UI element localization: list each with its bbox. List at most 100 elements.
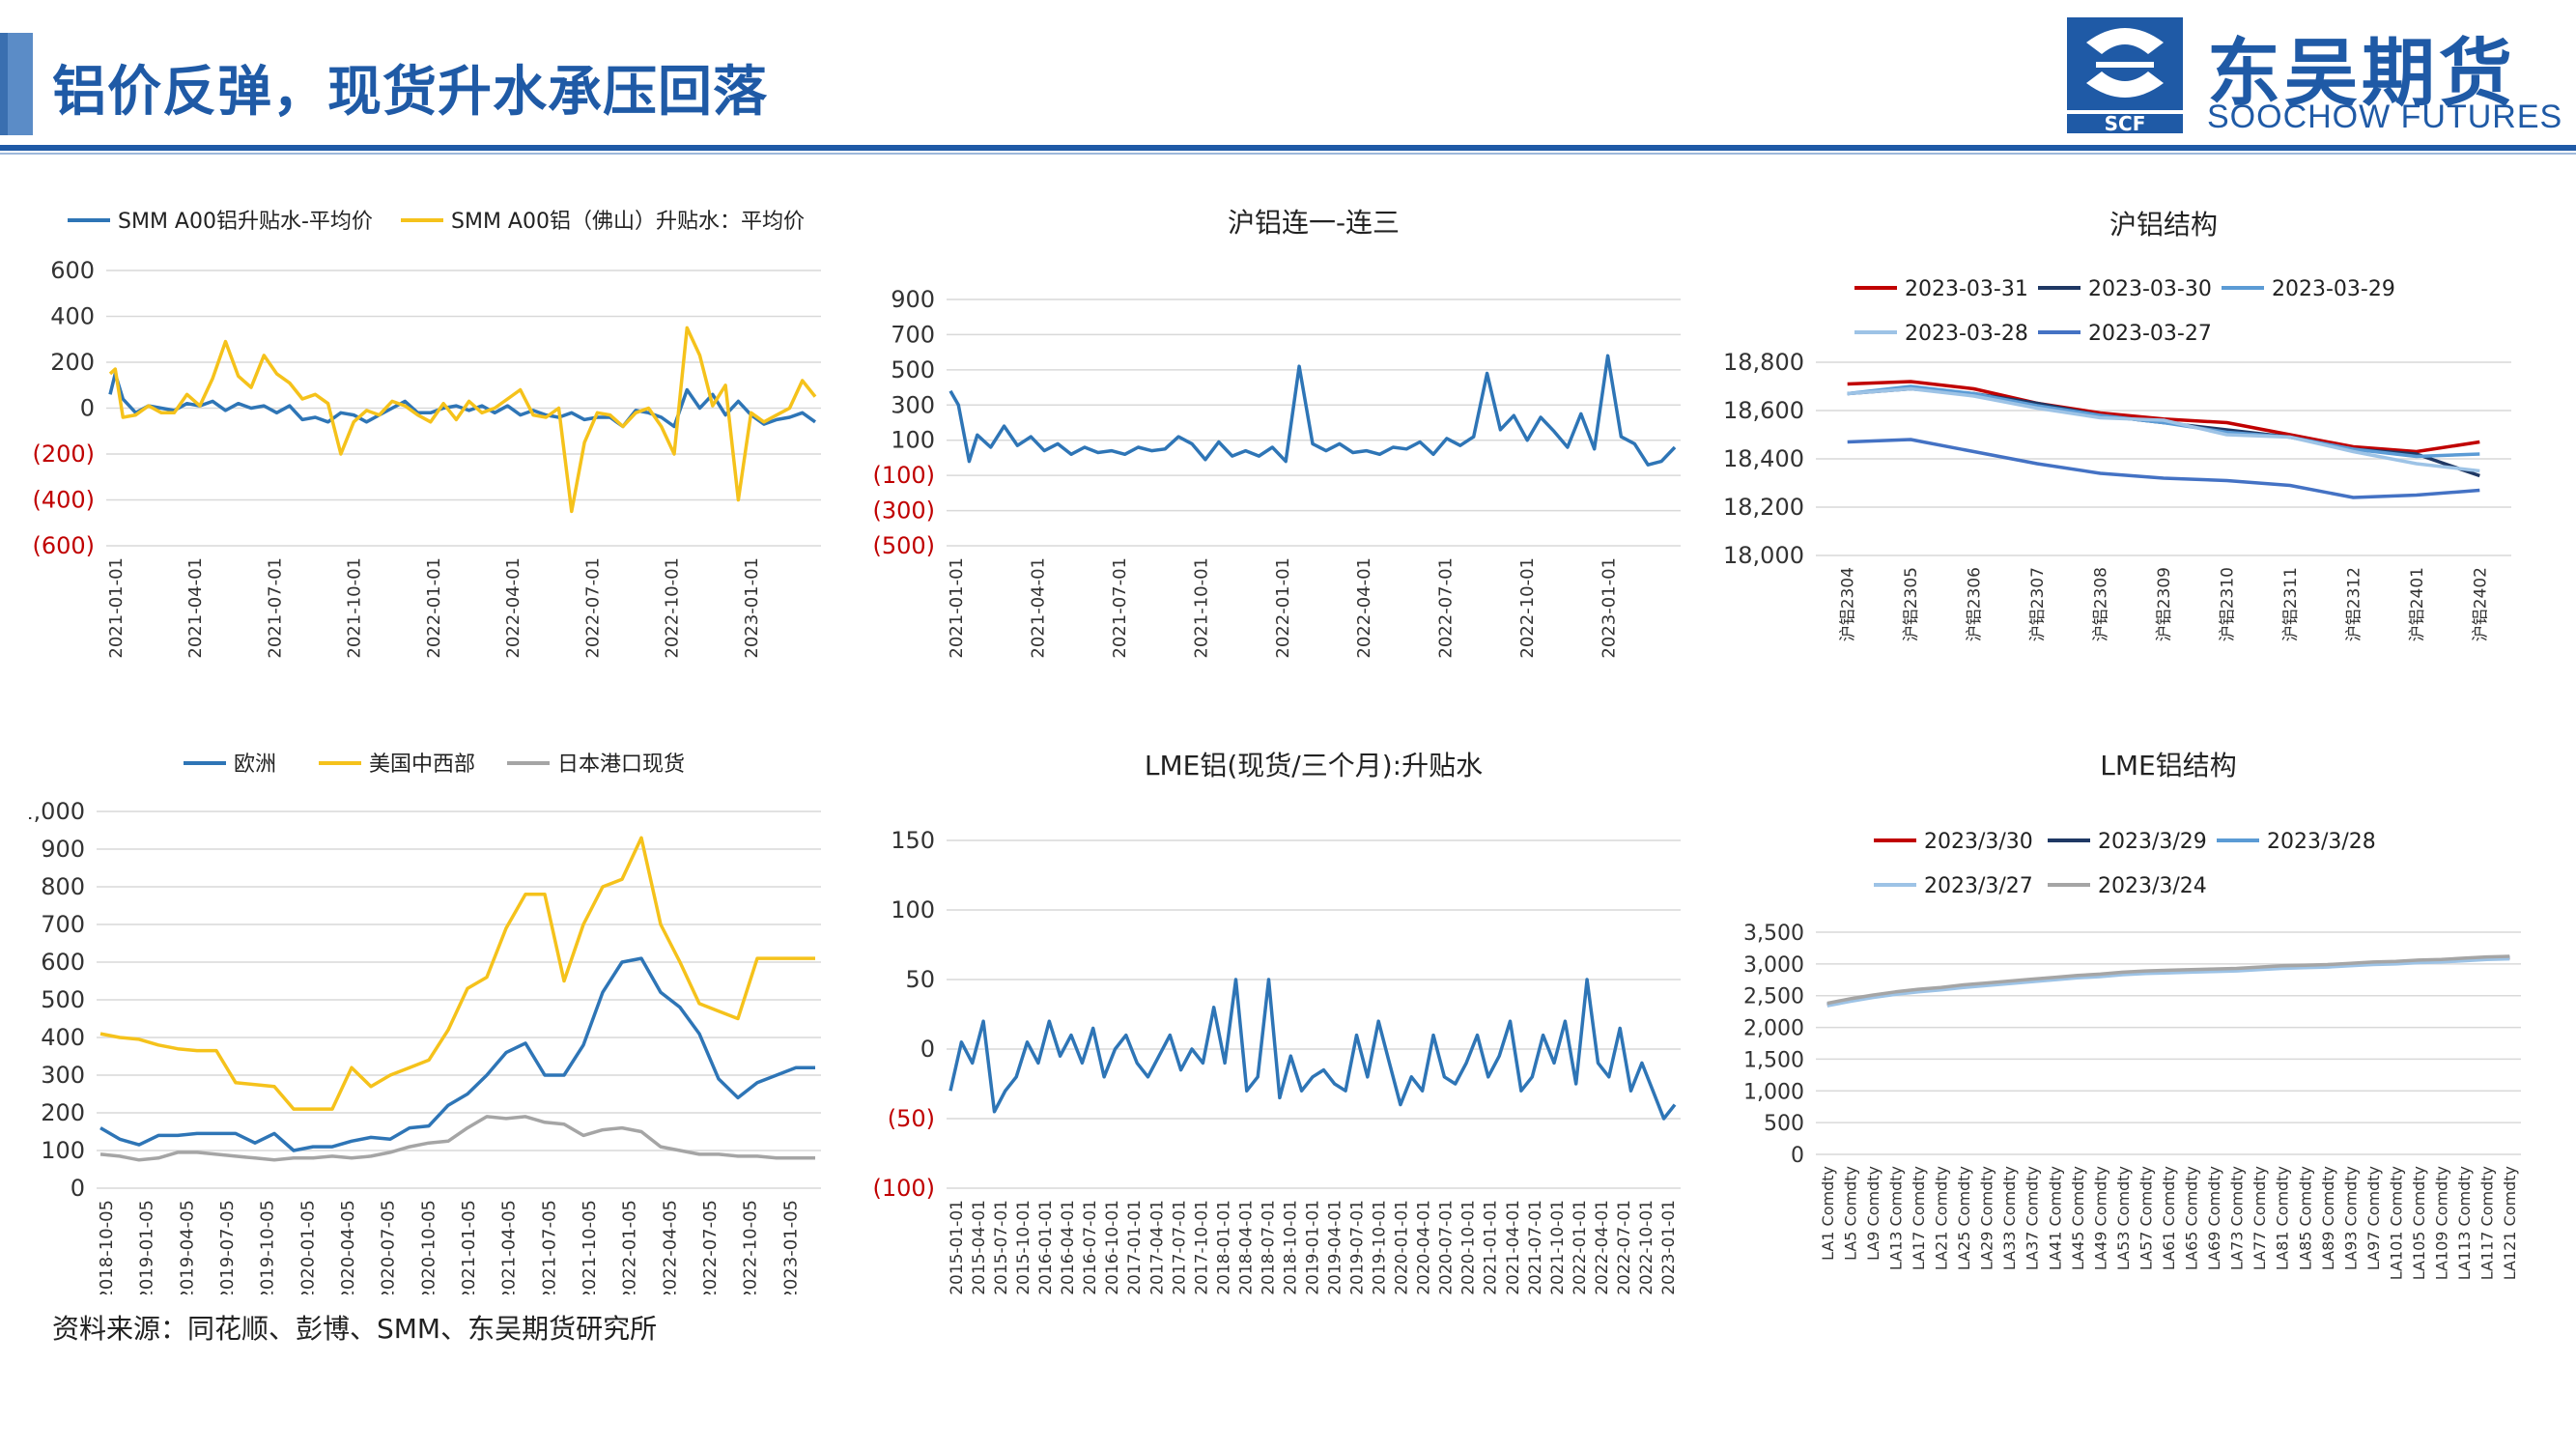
x-tick-label: 2016-07-01: [1081, 1200, 1100, 1294]
x-tick-label: 2022-10-05: [741, 1200, 761, 1294]
series-line: [1847, 384, 2480, 459]
y-tick-label: 300: [891, 391, 935, 418]
x-tick-label: 2021-01-01: [1482, 1200, 1501, 1294]
y-tick-label: 700: [891, 321, 935, 348]
x-tick-label: LA89 Comdty: [2319, 1166, 2337, 1270]
x-tick-label: 2020-01-01: [1393, 1200, 1412, 1294]
y-tick-label: 100: [41, 1137, 85, 1164]
legend-label: 2023-03-31: [1905, 277, 2028, 301]
legend-label: 2023/3/30: [1924, 830, 2033, 854]
x-tick-label: LA81 Comdty: [2274, 1166, 2292, 1270]
y-tick-label: 900: [41, 836, 85, 863]
x-tick-label: 2022-10-01: [1517, 557, 1538, 659]
x-tick-label: LA21 Comdty: [1933, 1166, 1951, 1270]
x-tick-label: 2017-07-01: [1170, 1200, 1189, 1294]
x-tick-label: 2016-04-01: [1059, 1200, 1078, 1294]
y-tick-label: 1,000: [29, 798, 85, 825]
x-tick-label: 2020-10-05: [418, 1200, 439, 1294]
y-tick-label: 300: [41, 1062, 85, 1089]
y-tick-label: 200: [41, 1099, 85, 1126]
x-tick-label: 2022-07-05: [700, 1200, 721, 1294]
x-tick-label: 2022-01-01: [1571, 1200, 1590, 1294]
x-tick-label: LA9 Comdty: [1864, 1166, 1882, 1261]
x-tick-label: LA17 Comdty: [1910, 1166, 1928, 1270]
y-tick-label: (300): [872, 497, 935, 525]
legend-label: 欧洲: [234, 753, 276, 777]
x-tick-label: 2022-04-05: [660, 1200, 680, 1294]
legend-label: SMM A00铝（佛山）升贴水：平均价: [451, 210, 805, 234]
chart-shfe-spread: 沪铝连一-连三 900 700 500 300 100 (100) (300) (500) 202…: [872, 207, 1681, 659]
series-line: [99, 836, 815, 1111]
x-tick-label: 2023-01-01: [1659, 1200, 1679, 1294]
x-tick-label: 2019-04-05: [177, 1200, 197, 1294]
y-tick-label: (100): [872, 462, 935, 489]
x-tick-label: LA109 Comdty: [2433, 1166, 2451, 1280]
y-tick-label: 900: [891, 286, 935, 313]
x-tick-label: 2023-01-01: [742, 557, 762, 659]
chart-title: 沪铝结构: [2109, 209, 2218, 241]
x-tick-label: 沪铝2309: [2155, 567, 2174, 641]
y-tick-label: 600: [50, 257, 95, 284]
y-tick-label: 18,200: [1723, 494, 1804, 521]
y-tick-label: 100: [891, 427, 935, 454]
x-tick-label: LA37 Comdty: [2024, 1166, 2042, 1270]
legend-label: 2023/3/24: [2098, 874, 2207, 898]
x-tick-label: 2022-07-01: [1615, 1200, 1634, 1294]
x-tick-label: LA65 Comdty: [2183, 1166, 2201, 1270]
legend-label: SMM A00铝升贴水-平均价: [118, 210, 373, 234]
x-tick-label: LA121 Comdty: [2501, 1166, 2519, 1280]
y-tick-label: 3,000: [1743, 953, 1804, 978]
x-tick-label: 2016-01-01: [1036, 1200, 1056, 1294]
y-tick-label: 400: [41, 1024, 85, 1051]
x-tick-label: LA73 Comdty: [2228, 1166, 2247, 1270]
x-tick-label: 2021-07-05: [539, 1200, 559, 1294]
y-tick-label: 18,800: [1723, 349, 1804, 376]
x-tick-label: 2022-01-01: [424, 557, 444, 659]
x-tick-label: 2018-07-01: [1259, 1200, 1278, 1294]
x-tick-label: LA45 Comdty: [2069, 1166, 2087, 1270]
series-line: [99, 956, 815, 1152]
y-tick-label: 50: [905, 966, 935, 993]
logo-english-name: SOOCHOW FUTURES: [2207, 99, 2563, 135]
y-tick-label: (500): [872, 532, 935, 559]
page-title: 铝价反弹，现货升水承压回落: [52, 61, 768, 124]
x-tick-label: 沪铝2307: [2028, 567, 2048, 641]
x-tick-label: 2021-01-05: [459, 1200, 479, 1294]
series-line: [108, 326, 817, 514]
x-tick-label: 2021-01-01: [106, 557, 127, 659]
x-tick-label: 2022-10-01: [663, 557, 683, 659]
x-tick-label: 2022-04-01: [1354, 557, 1374, 659]
x-tick-label: LA1 Comdty: [1819, 1166, 1837, 1261]
series-line: [1826, 956, 2510, 1008]
x-tick-label: 2018-10-01: [1281, 1200, 1300, 1294]
x-tick-label: LA29 Comdty: [1978, 1166, 1996, 1270]
x-tick-label: 沪铝2310: [2218, 567, 2237, 641]
logo-chinese-name: 东吴期货: [2207, 30, 2516, 116]
x-tick-label: 2023-01-01: [1599, 557, 1620, 659]
x-tick-label: 2021-10-01: [345, 557, 365, 659]
series-line: [948, 978, 1677, 1121]
legend-label: 2023-03-28: [1905, 322, 2028, 346]
legend-label: 2023/3/27: [1924, 874, 2033, 898]
x-tick-label: 2023-01-05: [780, 1200, 801, 1294]
y-tick-label: 600: [41, 949, 85, 976]
y-tick-label: (200): [32, 440, 95, 468]
x-tick-label: 2020-07-05: [379, 1200, 399, 1294]
x-tick-label: LA33 Comdty: [2000, 1166, 2019, 1270]
y-tick-label: (100): [872, 1175, 935, 1202]
series-line: [99, 1115, 815, 1162]
y-tick-label: 18,400: [1723, 445, 1804, 472]
legend-label: 日本港口现货: [557, 753, 685, 777]
x-tick-label: 2019-10-05: [258, 1200, 278, 1294]
x-tick-label: 2019-04-01: [1326, 1200, 1345, 1294]
x-tick-label: LA61 Comdty: [2160, 1166, 2178, 1270]
x-tick-label: LA77 Comdty: [2250, 1166, 2269, 1270]
x-tick-label: 沪铝2312: [2344, 567, 2364, 641]
x-tick-label: 2021-10-01: [1548, 1200, 1568, 1294]
legend-label: 2023/3/28: [2267, 830, 2376, 854]
x-tick-label: LA69 Comdty: [2205, 1166, 2223, 1270]
y-tick-label: 200: [50, 349, 95, 376]
y-tick-label: 700: [41, 911, 85, 938]
x-tick-label: LA113 Comdty: [2455, 1166, 2474, 1280]
x-tick-label: 2019-10-01: [1371, 1200, 1390, 1294]
